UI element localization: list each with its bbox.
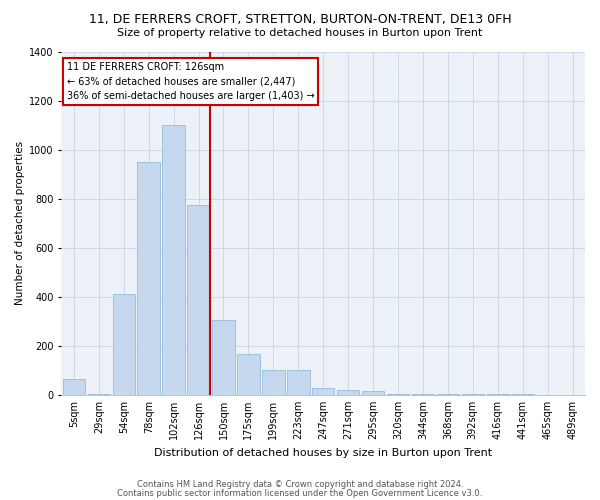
Bar (337, 390, 359, 395)
Text: 11 DE FERRERS CROFT: 126sqm
← 63% of detached houses are smaller (2,447)
36% of : 11 DE FERRERS CROFT: 126sqm ← 63% of det… (67, 62, 314, 102)
Bar (137, 162, 160, 395)
Bar (262, 370, 284, 395)
Bar (387, 394, 409, 395)
Bar (362, 392, 384, 395)
Text: 11, DE FERRERS CROFT, STRETTON, BURTON-ON-TRENT, DE13 0FH: 11, DE FERRERS CROFT, STRETTON, BURTON-O… (89, 12, 511, 26)
Bar (437, 394, 459, 395)
Y-axis label: Number of detached properties: Number of detached properties (15, 141, 25, 306)
Bar (163, 125, 185, 395)
Bar (187, 205, 210, 395)
Text: Contains HM Land Registry data © Crown copyright and database right 2024.: Contains HM Land Registry data © Crown c… (137, 480, 463, 489)
Bar (237, 354, 260, 395)
Bar (412, 394, 434, 395)
Bar (312, 388, 334, 395)
Text: Size of property relative to detached houses in Burton upon Trent: Size of property relative to detached ho… (118, 28, 482, 38)
Bar (113, 294, 135, 395)
Bar (487, 394, 509, 395)
X-axis label: Distribution of detached houses by size in Burton upon Trent: Distribution of detached houses by size … (154, 448, 492, 458)
Text: Contains public sector information licensed under the Open Government Licence v3: Contains public sector information licen… (118, 489, 482, 498)
Bar (287, 370, 310, 395)
Bar (62, 379, 85, 395)
Bar (212, 320, 235, 395)
